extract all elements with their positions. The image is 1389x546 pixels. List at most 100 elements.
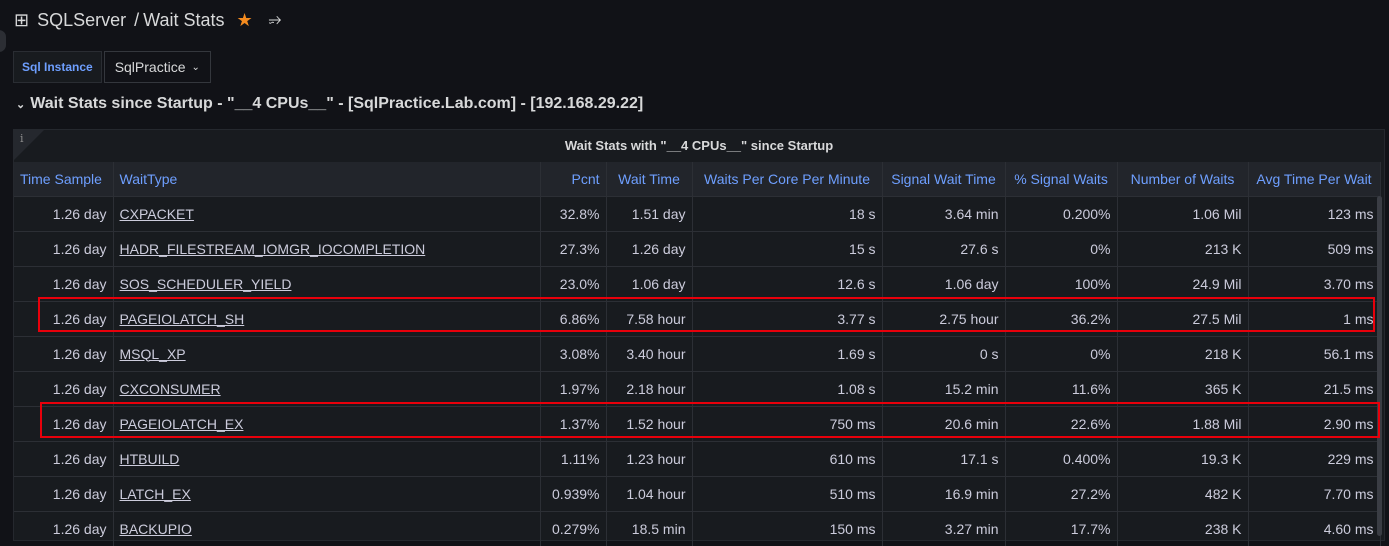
chevron-down-icon: ⌄ (191, 61, 200, 73)
table-cell: 1.04 hour (606, 475, 693, 511)
table-cell: 17.1 s (882, 440, 1006, 476)
variable-label: Sql Instance (13, 51, 102, 83)
table-row: 1.26 day CXCONSUMER 1.97% 2.18 hour 1.08 s 15… (14, 370, 1381, 406)
table-row: 1.26 day PAGEIOLATCH_SH 6.86% 7.58 hour 3.77… (14, 300, 1381, 336)
table-cell: 0% (1005, 335, 1118, 371)
table-cell: 150 ms (692, 510, 883, 546)
apps-grid-icon[interactable]: ⊞ (14, 9, 30, 30)
table-cell: 365 K (1117, 370, 1249, 406)
table-row: 1.26 day SOS_SCHEDULER_YIELD 23.0% 1.06 day… (14, 265, 1381, 301)
breadcrumb-separator: / (134, 9, 140, 30)
chevron-down-icon: ⌄ (16, 98, 26, 111)
wait-type-link[interactable]: HTBUILD (113, 440, 541, 476)
table-cell: 3.08% (540, 335, 607, 371)
table-cell: 1.23 hour (606, 440, 693, 476)
table-cell: 1.37% (540, 405, 607, 441)
table-row: 1.26 day BACKUPIO 0.279% 18.5 min 150 ms 3.27… (14, 510, 1381, 546)
table-cell: 1.26 day (606, 230, 693, 266)
table-cell: 213 K (1117, 230, 1249, 266)
table-cell: 32.8% (540, 195, 607, 231)
table-cell: 1.26 day (14, 370, 114, 406)
table-cell: 24.9 Mil (1117, 265, 1249, 301)
table-cell: 27.2% (1005, 475, 1118, 511)
table-cell: 750 ms (692, 405, 883, 441)
table-cell: 22.6% (1005, 405, 1118, 441)
table-cell: 1.26 day (14, 405, 114, 441)
star-icon[interactable]: ★ (236, 9, 253, 30)
table-cell: 27.5 Mil (1117, 300, 1249, 336)
table-cell: 27.3% (540, 230, 607, 266)
table-cell: 238 K (1117, 510, 1249, 546)
table-cell: 0.939% (540, 475, 607, 511)
table-cell: 100% (1005, 265, 1118, 301)
table-cell: 19.3 K (1117, 440, 1249, 476)
table-cell: 1.26 day (14, 300, 114, 336)
info-icon[interactable]: i (20, 132, 24, 145)
table-cell: 229 ms (1248, 440, 1381, 476)
table-cell: 0.279% (540, 510, 607, 546)
wait-type-link[interactable]: PAGEIOLATCH_SH (113, 300, 541, 336)
table-cell: 1.69 s (692, 335, 883, 371)
table-cell: 18.5 min (606, 510, 693, 546)
table-cell: 0.200% (1005, 195, 1118, 231)
table-cell: 1.97% (540, 370, 607, 406)
table-cell: 0.400% (1005, 440, 1118, 476)
wait-type-link[interactable]: CXPACKET (113, 195, 541, 231)
table-cell: 56.1 ms (1248, 335, 1381, 371)
table-cell: 1.26 day (14, 230, 114, 266)
wait-type-link[interactable]: PAGEIOLATCH_EX (113, 405, 541, 441)
column-header[interactable]: % Signal Waits (1005, 162, 1118, 196)
variable-value: SqlPractice (114, 59, 186, 75)
variables-bar: Sql Instance SqlPractice ⌄ (13, 51, 211, 83)
column-header[interactable]: Signal Wait Time (882, 162, 1006, 196)
table-cell: 1.26 day (14, 335, 114, 371)
table-cell: 1 ms (1248, 300, 1381, 336)
dashboard-title[interactable]: Wait Stats (143, 9, 225, 30)
table-row: 1.26 day CXPACKET 32.8% 1.51 day 18 s 3.64 mi… (14, 195, 1381, 231)
table-cell: 16.9 min (882, 475, 1006, 511)
scrollbar[interactable] (1377, 196, 1382, 536)
table-cell: 1.88 Mil (1117, 405, 1249, 441)
table-cell: 1.06 day (606, 265, 693, 301)
table-cell: 1.26 day (14, 475, 114, 511)
wait-type-link[interactable]: SOS_SCHEDULER_YIELD (113, 265, 541, 301)
sidebar-toggle[interactable] (0, 30, 6, 52)
panel-title[interactable]: Wait Stats with "__4 CPUs__" since Start… (564, 138, 834, 153)
column-header[interactable]: WaitType (113, 162, 541, 196)
table-cell: 218 K (1117, 335, 1249, 371)
info-corner (14, 130, 44, 160)
share-icon[interactable]: ⭌ (268, 11, 282, 28)
breadcrumb-app[interactable]: SQLServer (37, 9, 127, 30)
column-header[interactable]: Number of Waits (1117, 162, 1249, 196)
table-cell: 1.06 Mil (1117, 195, 1249, 231)
column-header[interactable]: Waits Per Core Per Minute (692, 162, 883, 196)
table-cell: 1.52 hour (606, 405, 693, 441)
table-cell: 23.0% (540, 265, 607, 301)
table-cell: 17.7% (1005, 510, 1118, 546)
column-header[interactable]: Avg Time Per Wait (1248, 162, 1381, 196)
table-cell: 20.6 min (882, 405, 1006, 441)
table-row: 1.26 day HADR_FILESTREAM_IOMGR_IOCOMPLETI… (14, 230, 1381, 266)
wait-type-link[interactable]: HADR_FILESTREAM_IOMGR_IOCOMPLETION (113, 230, 541, 266)
table-cell: 1.11% (540, 440, 607, 476)
table-cell: 18 s (692, 195, 883, 231)
wait-type-link[interactable]: BACKUPIO (113, 510, 541, 546)
sql-instance-select[interactable]: SqlPractice ⌄ (103, 51, 211, 83)
table-cell: 0 s (882, 335, 1006, 371)
row-header[interactable]: ⌄ Wait Stats since Startup - "__4 CPUs__… (16, 95, 643, 113)
table-cell: 2.18 hour (606, 370, 693, 406)
table-cell: 6.86% (540, 300, 607, 336)
column-header[interactable]: Wait Time (606, 162, 693, 196)
column-header[interactable]: Time Sample (14, 162, 114, 196)
table-cell: 509 ms (1248, 230, 1381, 266)
wait-type-link[interactable]: MSQL_XP (113, 335, 541, 371)
column-header[interactable]: Pcnt (540, 162, 607, 196)
wait-type-link[interactable]: LATCH_EX (113, 475, 541, 511)
table-cell: 3.64 min (882, 195, 1006, 231)
table-cell: 7.58 hour (606, 300, 693, 336)
table-cell: 482 K (1117, 475, 1249, 511)
table-cell: 21.5 ms (1248, 370, 1381, 406)
table-cell: 1.26 day (14, 265, 114, 301)
wait-type-link[interactable]: CXCONSUMER (113, 370, 541, 406)
